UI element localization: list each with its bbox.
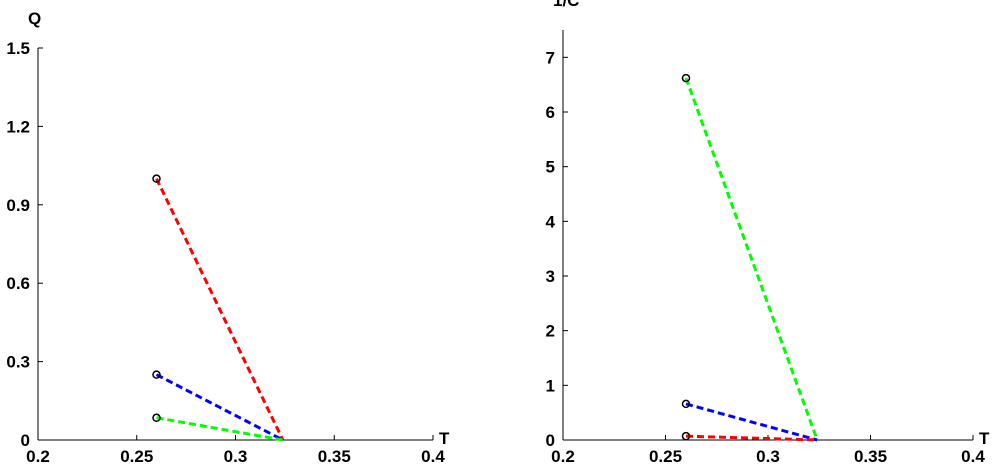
series-line <box>684 77 819 441</box>
x-axis-title: T <box>979 429 990 448</box>
y-tick-label: 1.5 <box>6 39 30 58</box>
y-tick-label: 0.6 <box>6 274 30 293</box>
data-point-marker <box>152 413 161 423</box>
x-tick-label: 0.35 <box>318 447 351 466</box>
y-tick-label: 1.2 <box>6 117 30 136</box>
y-axis-title: 1/C <box>553 0 579 10</box>
y-tick-label: 0 <box>546 431 555 450</box>
x-tick-label: 0.25 <box>649 447 682 466</box>
data-point-marker <box>681 399 691 409</box>
y-tick-label: 3 <box>546 267 555 286</box>
y-axis-title: Q <box>28 9 41 28</box>
y-tick-label: 2 <box>546 322 555 341</box>
data-point-marker <box>681 431 691 441</box>
x-tick-label: 0.35 <box>854 447 887 466</box>
y-tick-label: 4 <box>546 212 556 231</box>
series-line <box>156 416 284 442</box>
x-tick-label: 0.2 <box>551 447 575 466</box>
series-line <box>685 402 818 442</box>
y-tick-label: 1 <box>546 376 555 395</box>
series-line <box>685 434 818 442</box>
x-axis-title: T <box>439 429 450 448</box>
plot-inv-c: 0.2 0.25 0.3 0.35 0.4 0 1 2 3 4 5 6 7 T 1/C <box>546 0 990 466</box>
plot-q: 0.2 0.25 0.3 0.35 0.4 0 0.3 0.6 0.9 1.2 1.5 T Q <box>6 9 450 466</box>
y-tick-label: 0.9 <box>6 196 30 215</box>
data-point-marker <box>152 174 161 183</box>
x-tick-label: 0.3 <box>756 447 780 466</box>
series-line <box>155 373 284 442</box>
data-point-marker <box>152 370 161 379</box>
y-tick-label: 0.3 <box>6 353 30 372</box>
data-point-marker <box>681 73 691 83</box>
y-tick-label: 7 <box>546 48 555 67</box>
x-tick-label: 0.4 <box>421 447 445 466</box>
y-tick-label: 0 <box>21 431 30 450</box>
x-tick-label: 0.3 <box>224 447 248 466</box>
y-tick-label: 5 <box>546 158 555 177</box>
x-tick-label: 0.25 <box>120 447 153 466</box>
y-tick-label: 6 <box>546 103 555 122</box>
series-line <box>155 178 285 441</box>
x-tick-label: 0.2 <box>26 447 50 466</box>
x-tick-label: 0.4 <box>961 447 985 466</box>
